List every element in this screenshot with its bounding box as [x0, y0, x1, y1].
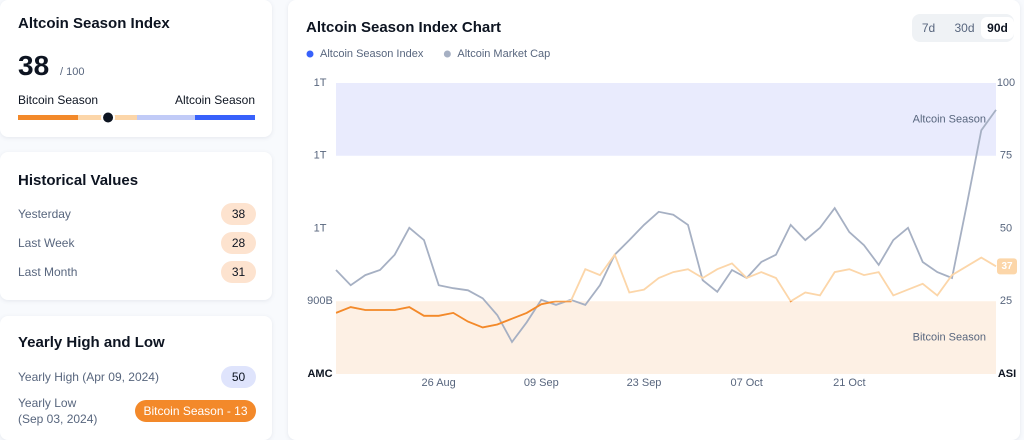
yearly-card: Yearly High and Low Yearly High (Apr 09,…	[0, 316, 272, 440]
high-label: Yearly High (Apr 09, 2024)	[18, 370, 159, 384]
slider-segment	[18, 115, 78, 120]
index-card: Altcoin Season Index 38 / 100 Bitcoin Se…	[0, 0, 272, 137]
range-buttons: 7d 30d 90d	[912, 14, 1014, 42]
low-label: Yearly Low	[18, 396, 77, 410]
page: Altcoin Season Index 38 / 100 Bitcoin Se…	[0, 0, 1017, 426]
row-value: 38	[221, 203, 256, 225]
range-button[interactable]: 7d	[921, 21, 936, 35]
range-button[interactable]: 30d	[954, 21, 975, 35]
slider-segment	[195, 115, 255, 120]
score-max: / 100	[60, 66, 85, 78]
historical-card: Historical Values Yesterday 38 Last Week 28…	[0, 152, 272, 300]
card-title: Historical Values	[18, 172, 139, 189]
chart-card	[288, 0, 1020, 440]
row-value: 28	[221, 232, 256, 254]
high-value: 50	[221, 366, 256, 388]
card-title: Yearly High and Low	[18, 334, 165, 351]
slider-marker	[101, 110, 116, 125]
slider	[18, 110, 255, 125]
row-value: 31	[221, 261, 256, 283]
row-label: Last Month	[18, 265, 78, 279]
slider-segment	[137, 115, 195, 120]
row-label: Last Week	[18, 236, 75, 250]
left-label: Bitcoin Season	[18, 93, 99, 107]
right-label: Altcoin Season	[174, 93, 255, 107]
row-label: Yesterday	[18, 207, 71, 221]
card-title: Altcoin Season Index	[18, 15, 170, 32]
low-date: (Sep 03, 2024)	[18, 412, 98, 426]
low-badge: Bitcoin Season - 13	[135, 400, 256, 422]
score: 38	[18, 50, 50, 81]
range-button[interactable]: 90d	[981, 17, 1014, 39]
